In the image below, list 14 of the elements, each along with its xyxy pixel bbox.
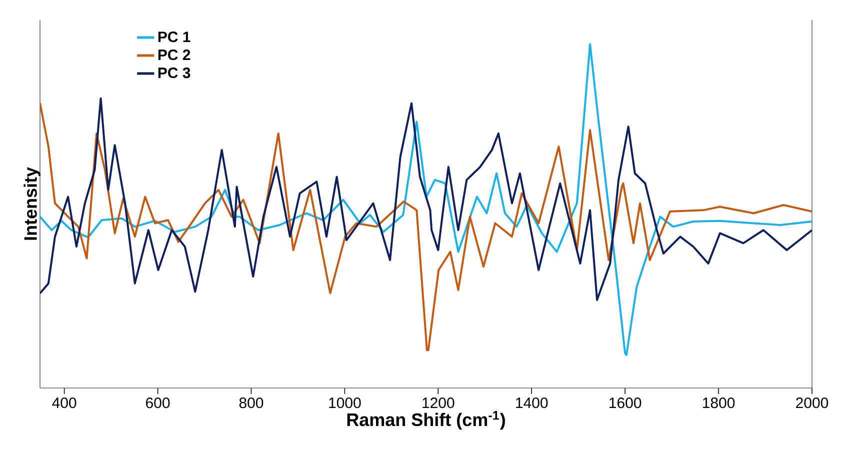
- x-tick-label: 1800: [703, 398, 735, 408]
- x-tick-label: 1200: [422, 398, 454, 408]
- y-axis-title: Intensity: [24, 167, 40, 240]
- x-tick-label: 1400: [516, 398, 548, 408]
- legend-label: PC 2: [158, 50, 190, 60]
- legend-label: PC 3: [158, 67, 190, 78]
- x-tick-label: 800: [239, 398, 264, 408]
- x-tick-label: 400: [52, 398, 76, 408]
- x-tick-label: 1600: [610, 398, 642, 408]
- legend-label: PC 1: [158, 32, 190, 42]
- x-tick-label: 1000: [329, 398, 361, 408]
- x-axis-title: Raman Shift (cm$^{-1}$): [347, 411, 505, 430]
- x-tick-label: 2000: [796, 398, 828, 408]
- x-tick-label: 600: [146, 398, 170, 408]
